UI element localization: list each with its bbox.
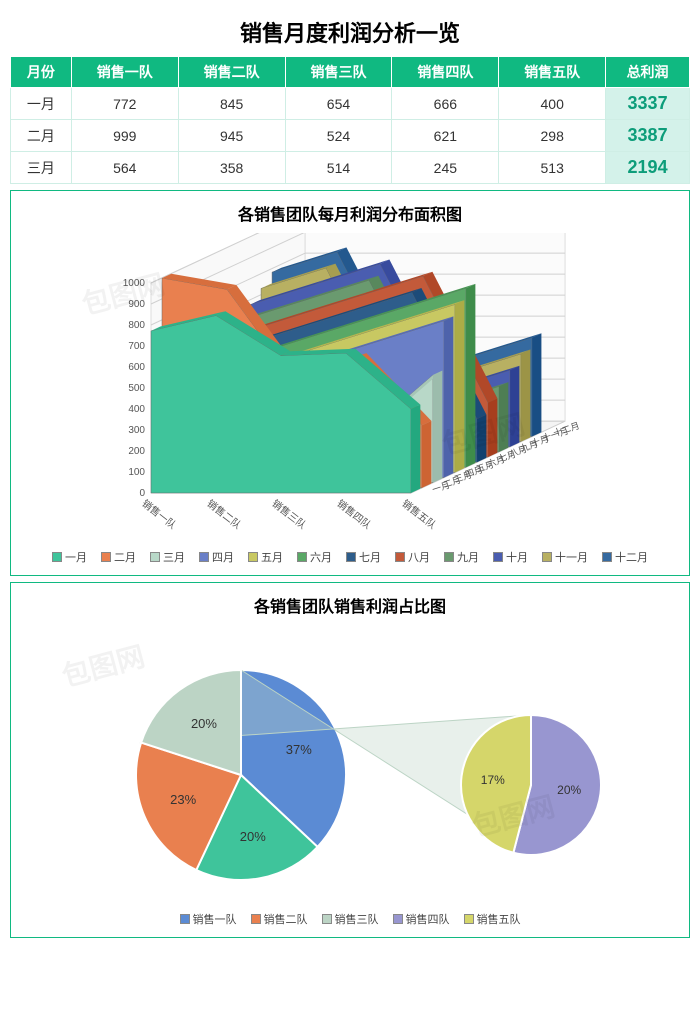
table-row: 二月9999455246212983387 bbox=[11, 120, 690, 152]
pie-chart-legend: 销售一队销售二队销售三队销售四队销售五队 bbox=[21, 911, 679, 927]
svg-text:100: 100 bbox=[128, 467, 145, 478]
table-header: 销售三队 bbox=[285, 57, 392, 88]
svg-text:500: 500 bbox=[128, 383, 145, 394]
legend-item: 销售三队 bbox=[322, 911, 379, 927]
legend-item: 八月 bbox=[395, 549, 430, 565]
table-cell: 三月 bbox=[11, 152, 72, 184]
svg-text:400: 400 bbox=[128, 404, 145, 415]
legend-item: 销售一队 bbox=[180, 911, 237, 927]
table-cell: 666 bbox=[392, 88, 499, 120]
area-chart: 0 100 200 300 400 500 600 700 800 900 1000 销售一队销售二队… bbox=[21, 233, 679, 543]
table-cell: 一月 bbox=[11, 88, 72, 120]
pie-chart: 37%20%23%20%20%17% 包图网 包图网 bbox=[21, 625, 679, 905]
area-chart-title: 各销售团队每月利润分布面积图 bbox=[21, 201, 679, 225]
svg-text:销售一队: 销售一队 bbox=[139, 497, 179, 532]
page-title: 销售月度利润分析一览 bbox=[10, 16, 690, 48]
table-cell: 3337 bbox=[606, 88, 690, 120]
table-cell: 3387 bbox=[606, 120, 690, 152]
svg-text:17%: 17% bbox=[481, 773, 505, 787]
svg-text:600: 600 bbox=[128, 362, 145, 373]
svg-text:销售四队: 销售四队 bbox=[334, 497, 374, 532]
svg-text:800: 800 bbox=[128, 320, 145, 331]
legend-item: 九月 bbox=[444, 549, 479, 565]
svg-text:1000: 1000 bbox=[123, 278, 146, 289]
table-cell: 654 bbox=[285, 88, 392, 120]
table-cell: 772 bbox=[71, 88, 178, 120]
table-cell: 298 bbox=[499, 120, 606, 152]
svg-text:200: 200 bbox=[128, 446, 145, 457]
table-cell: 621 bbox=[392, 120, 499, 152]
legend-item: 六月 bbox=[297, 549, 332, 565]
svg-text:20%: 20% bbox=[557, 783, 581, 797]
legend-item: 销售五队 bbox=[464, 911, 521, 927]
area-chart-legend: 一月二月三月四月五月六月七月八月九月十月十一月十二月 bbox=[21, 549, 679, 565]
legend-item: 二月 bbox=[101, 549, 136, 565]
table-header: 总利润 bbox=[606, 57, 690, 88]
legend-item: 五月 bbox=[248, 549, 283, 565]
table-cell: 999 bbox=[71, 120, 178, 152]
svg-text:销售五队: 销售五队 bbox=[399, 497, 439, 532]
legend-item: 七月 bbox=[346, 549, 381, 565]
svg-text:300: 300 bbox=[128, 425, 145, 436]
table-cell: 564 bbox=[71, 152, 178, 184]
profit-table: 月份销售一队销售二队销售三队销售四队销售五队总利润 一月772845654666… bbox=[10, 56, 690, 184]
legend-item: 十月 bbox=[493, 549, 528, 565]
svg-text:0: 0 bbox=[139, 488, 145, 499]
table-header: 销售四队 bbox=[392, 57, 499, 88]
svg-text:20%: 20% bbox=[191, 716, 217, 731]
table-row: 一月7728456546664003337 bbox=[11, 88, 690, 120]
legend-item: 三月 bbox=[150, 549, 185, 565]
table-header: 月份 bbox=[11, 57, 72, 88]
legend-item: 四月 bbox=[199, 549, 234, 565]
table-row: 三月5643585142455132194 bbox=[11, 152, 690, 184]
legend-item: 销售二队 bbox=[251, 911, 308, 927]
pie-chart-title: 各销售团队销售利润占比图 bbox=[21, 593, 679, 617]
legend-item: 销售四队 bbox=[393, 911, 450, 927]
table-cell: 400 bbox=[499, 88, 606, 120]
table-cell: 845 bbox=[178, 88, 285, 120]
table-cell: 514 bbox=[285, 152, 392, 184]
table-cell: 358 bbox=[178, 152, 285, 184]
table-header: 销售五队 bbox=[499, 57, 606, 88]
pie-chart-panel: 各销售团队销售利润占比图 37%20%23%20%20%17% 包图网 包图网 … bbox=[10, 582, 690, 938]
svg-text:23%: 23% bbox=[170, 792, 196, 807]
svg-text:37%: 37% bbox=[286, 742, 312, 757]
legend-item: 一月 bbox=[52, 549, 87, 565]
table-cell: 945 bbox=[178, 120, 285, 152]
table-header: 销售二队 bbox=[178, 57, 285, 88]
area-chart-panel: 各销售团队每月利润分布面积图 0 100 200 300 400 500 600 700 800… bbox=[10, 190, 690, 576]
legend-item: 十一月 bbox=[542, 549, 588, 565]
svg-text:20%: 20% bbox=[240, 829, 266, 844]
table-cell: 524 bbox=[285, 120, 392, 152]
legend-item: 十二月 bbox=[602, 549, 648, 565]
table-cell: 二月 bbox=[11, 120, 72, 152]
svg-text:销售三队: 销售三队 bbox=[269, 497, 309, 532]
table-cell: 2194 bbox=[606, 152, 690, 184]
svg-text:900: 900 bbox=[128, 299, 145, 310]
svg-text:700: 700 bbox=[128, 341, 145, 352]
svg-text:销售二队: 销售二队 bbox=[204, 497, 244, 532]
table-cell: 513 bbox=[499, 152, 606, 184]
table-header: 销售一队 bbox=[71, 57, 178, 88]
table-cell: 245 bbox=[392, 152, 499, 184]
